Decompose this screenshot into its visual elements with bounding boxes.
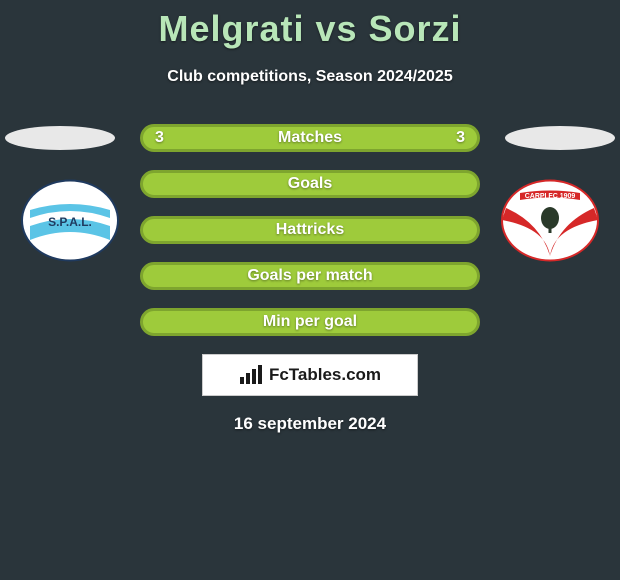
date-line: 16 september 2024: [0, 414, 620, 434]
badge-text: CARPI FC 1909: [525, 193, 576, 200]
club-badge-left: S.P.A.L.: [20, 178, 120, 263]
stat-row-matches: 3 Matches 3: [140, 124, 480, 152]
subtitle: Club competitions, Season 2024/2025: [0, 68, 620, 86]
stat-label: Min per goal: [263, 313, 357, 331]
badge-text: S.P.A.L.: [48, 215, 92, 229]
stat-val-right: 3: [456, 129, 465, 147]
stat-val-left: 3: [155, 129, 164, 147]
spal-logo-icon: S.P.A.L.: [20, 178, 120, 263]
carpi-logo-icon: CARPI FC 1909: [500, 178, 600, 263]
stat-label: Matches: [278, 129, 342, 147]
site-label: FcTables.com: [269, 365, 381, 385]
stat-label: Goals: [288, 175, 332, 193]
club-badge-right: CARPI FC 1909: [500, 178, 600, 263]
stat-row-mpg: Min per goal: [140, 308, 480, 336]
page-title: Melgrati vs Sorzi: [0, 0, 620, 50]
ellipse-left: [5, 126, 115, 150]
site-badge[interactable]: FcTables.com: [202, 354, 418, 396]
stat-row-hattricks: Hattricks: [140, 216, 480, 244]
barchart-icon: [239, 365, 263, 385]
stat-row-gpm: Goals per match: [140, 262, 480, 290]
ellipse-right: [505, 126, 615, 150]
stat-label: Hattricks: [276, 221, 344, 239]
stat-row-goals: Goals: [140, 170, 480, 198]
stat-label: Goals per match: [247, 267, 372, 285]
